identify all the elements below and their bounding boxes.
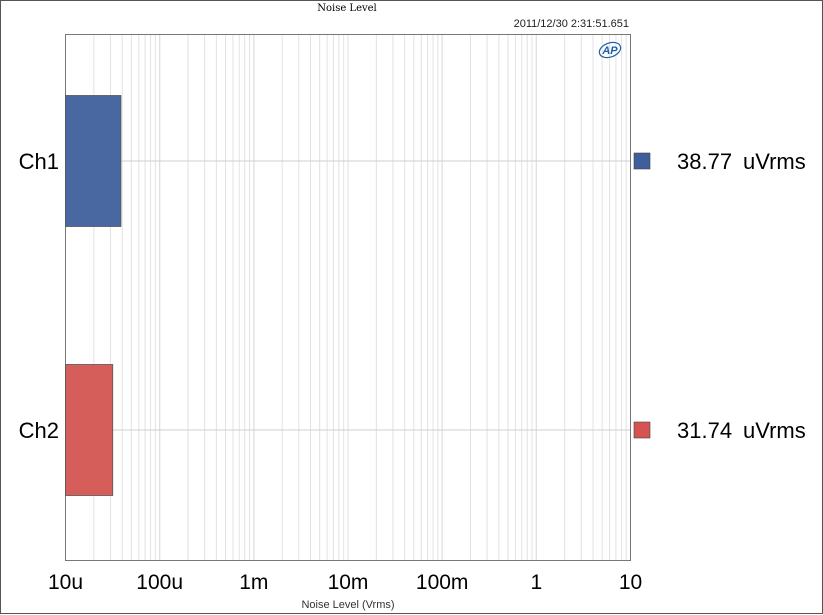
category-labels: Ch1 Ch2 [19, 149, 59, 443]
value-number-ch2: 31.74 [677, 418, 732, 443]
x-tick-label: 10u [48, 571, 83, 594]
value-legend: 38.77 uVrms 31.74 uVrms [633, 149, 806, 443]
ap-logo: AP [598, 41, 622, 59]
value-number-ch1: 38.77 [677, 149, 732, 174]
timestamp-label: 2011/12/30 2:31:51.651 [514, 18, 629, 30]
plot-area-border [65, 34, 631, 561]
category-lines [65, 160, 631, 431]
logo-swoosh [598, 41, 622, 59]
x-tick-label: 100m [416, 571, 469, 594]
legend-swatch [633, 152, 651, 170]
x-tick-label: 100u [136, 571, 183, 594]
category-label: Ch2 [19, 418, 59, 443]
chart-title: Noise Level [317, 3, 377, 14]
category-label: Ch1 [19, 149, 59, 174]
x-axis-label: Noise Level (Vrms) [301, 599, 394, 611]
legend-swatch [633, 421, 651, 439]
x-tick-label: 1m [239, 571, 268, 594]
x-tick-labels: 10u 100u 1m 10m 100m 1 10 [48, 571, 642, 594]
bar-ch2 [65, 364, 114, 496]
ap-logo-text: AP [601, 45, 618, 57]
x-tick-label: 10m [328, 571, 369, 594]
value-unit-ch2: uVrms [743, 418, 806, 443]
bars [65, 95, 122, 496]
grid-lines [93, 34, 627, 561]
bar-ch1 [65, 95, 122, 227]
value-unit-ch1: uVrms [743, 149, 806, 174]
x-tick-label: 10 [619, 571, 642, 594]
x-tick-label: 1 [530, 571, 542, 594]
